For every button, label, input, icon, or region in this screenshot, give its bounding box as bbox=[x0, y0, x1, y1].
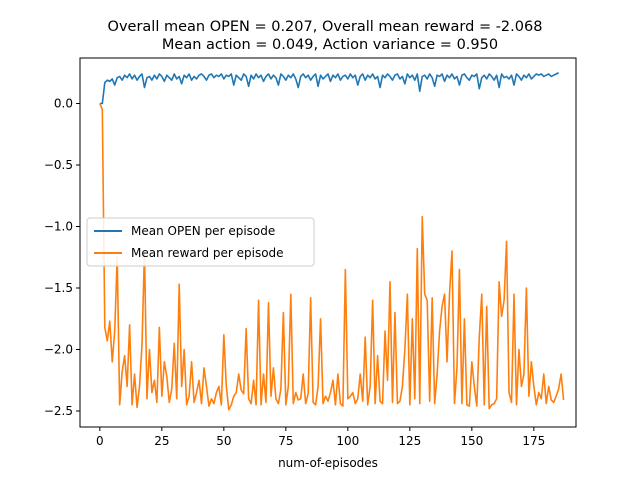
chart-title-line2: Mean action = 0.049, Action variance = 0… bbox=[162, 37, 498, 53]
legend-label-open: Mean OPEN per episode bbox=[131, 224, 275, 238]
y-axis: 0.0 −0.5 −1.0 −1.5 −2.0 −2.5 bbox=[44, 97, 80, 418]
chart-title-line1: Overall mean OPEN = 0.207, Overall mean … bbox=[108, 19, 543, 35]
series-layer bbox=[99, 72, 565, 411]
legend-label-reward: Mean reward per episode bbox=[131, 246, 284, 260]
series-line-0 bbox=[99, 72, 559, 105]
x-tick-label: 175 bbox=[522, 434, 545, 448]
y-tick-label: −1.0 bbox=[44, 220, 73, 234]
series-line-1 bbox=[99, 103, 565, 411]
plot-frame bbox=[79, 57, 577, 428]
x-tick-label: 50 bbox=[216, 434, 231, 448]
legend: Mean OPEN per episode Mean reward per ep… bbox=[86, 217, 315, 267]
x-axis: 0 25 50 75 100 125 150 175 bbox=[96, 427, 545, 448]
x-tick-label: 125 bbox=[398, 434, 421, 448]
x-axis-label: num-of-episodes bbox=[278, 456, 378, 470]
y-tick-label: −2.0 bbox=[44, 343, 73, 357]
y-tick-label: −1.5 bbox=[44, 281, 73, 295]
x-tick-label: 0 bbox=[96, 434, 104, 448]
x-tick-label: 25 bbox=[154, 434, 169, 448]
x-tick-label: 100 bbox=[336, 434, 359, 448]
y-tick-label: −0.5 bbox=[44, 158, 73, 172]
y-tick-label: −2.5 bbox=[44, 404, 73, 418]
y-tick-label: 0.0 bbox=[54, 97, 73, 111]
x-tick-label: 150 bbox=[460, 434, 483, 448]
legend-box bbox=[86, 217, 315, 267]
x-tick-label: 75 bbox=[278, 434, 293, 448]
